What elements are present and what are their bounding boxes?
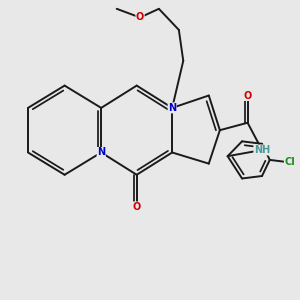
Text: O: O xyxy=(136,13,144,22)
Text: O: O xyxy=(133,202,141,212)
Text: Cl: Cl xyxy=(284,158,295,167)
Text: N: N xyxy=(97,148,105,158)
Text: O: O xyxy=(244,91,252,100)
Text: N: N xyxy=(168,103,176,113)
Text: NH: NH xyxy=(254,145,270,155)
